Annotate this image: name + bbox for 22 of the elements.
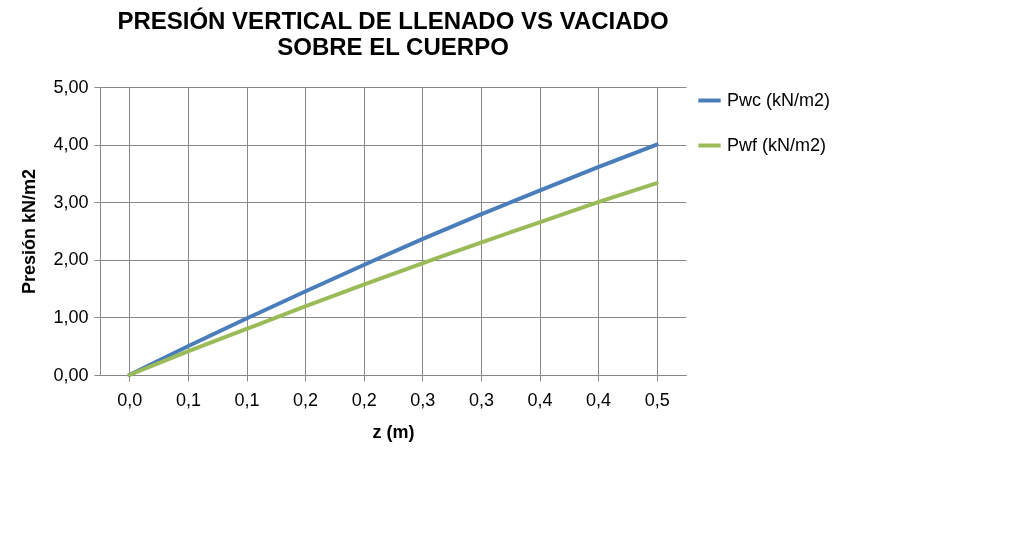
x-tick-label: 0,3 bbox=[410, 389, 436, 410]
x-tick-label: 0,2 bbox=[351, 389, 377, 410]
x-tick-label: 0,1 bbox=[234, 389, 260, 410]
x-tick-label: 0,1 bbox=[175, 389, 201, 410]
x-tick-label: 0,2 bbox=[293, 389, 319, 410]
line-series bbox=[127, 181, 659, 377]
y-tick-label: 3,00 bbox=[53, 191, 89, 212]
x-axis-title: z (m) bbox=[372, 421, 415, 442]
y-tick-label: 1,00 bbox=[53, 306, 89, 327]
x-tick-label: 0,3 bbox=[468, 389, 494, 410]
chart-title: PRESIÓN VERTICAL DE LLENADO VS VACIADO SOBRE EL CUERPO bbox=[117, 7, 669, 60]
x-tick-label: 0,0 bbox=[117, 389, 143, 410]
y-tick-label: 4,00 bbox=[53, 134, 89, 155]
y-tick-label: 2,00 bbox=[53, 249, 89, 270]
y-tick-label: 0,00 bbox=[53, 364, 89, 385]
y-axis-title: Presión kN/m2 bbox=[19, 168, 40, 295]
x-tick-label: 0,5 bbox=[644, 389, 670, 410]
y-tick-label: 5,00 bbox=[53, 76, 89, 97]
legend-label: Pwf (kN/m2) bbox=[727, 134, 826, 155]
x-tick-label: 0,4 bbox=[527, 389, 553, 410]
x-tick-label: 0,4 bbox=[586, 389, 612, 410]
legend-label: Pwc (kN/m2) bbox=[727, 89, 830, 110]
